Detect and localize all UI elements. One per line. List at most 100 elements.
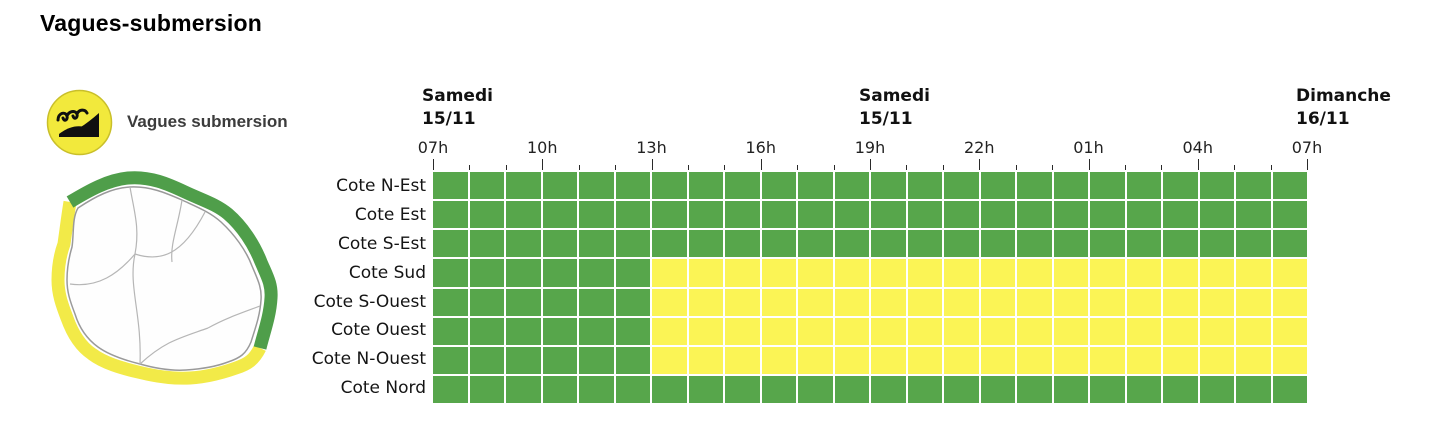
reunion-coast-map bbox=[51, 171, 278, 385]
minor-tick bbox=[505, 165, 507, 170]
grid-cell bbox=[761, 346, 796, 374]
major-tick bbox=[979, 159, 981, 170]
grid-cell bbox=[1053, 172, 1088, 200]
grid-cell bbox=[871, 317, 906, 345]
grid-cell bbox=[980, 317, 1015, 345]
grid-cell bbox=[1163, 259, 1198, 287]
grid-cell bbox=[652, 317, 687, 345]
grid-cell bbox=[1090, 288, 1125, 316]
day-name: Samedi bbox=[422, 86, 493, 106]
grid-cell bbox=[579, 201, 614, 229]
grid-cell bbox=[506, 172, 541, 200]
minor-tick bbox=[615, 165, 617, 170]
grid-cell bbox=[798, 172, 833, 200]
grid-cell bbox=[688, 172, 723, 200]
grid-cell bbox=[469, 172, 504, 200]
grid-cell bbox=[688, 201, 723, 229]
grid-cell bbox=[871, 375, 906, 403]
grid-cell bbox=[1090, 259, 1125, 287]
waves-submersion-icon bbox=[46, 89, 113, 156]
grid-cell bbox=[542, 346, 577, 374]
grid-cell bbox=[1126, 288, 1161, 316]
grid-cell bbox=[542, 375, 577, 403]
grid-cell bbox=[433, 259, 468, 287]
major-tick bbox=[870, 159, 871, 170]
grid-cell bbox=[1163, 346, 1198, 374]
grid-cell bbox=[615, 172, 650, 200]
grid-cell bbox=[871, 201, 906, 229]
grid-cell bbox=[907, 375, 942, 403]
grid-cell bbox=[834, 288, 869, 316]
grid-cell bbox=[798, 201, 833, 229]
grid-cell bbox=[1199, 172, 1234, 200]
grid-cell bbox=[1199, 375, 1234, 403]
grid-cell bbox=[1236, 317, 1271, 345]
grid-cell bbox=[1017, 259, 1052, 287]
grid-cell bbox=[1272, 375, 1307, 403]
grid-cell bbox=[834, 346, 869, 374]
grid-cell bbox=[1272, 230, 1307, 258]
grid-cell bbox=[871, 230, 906, 258]
row-label: Cote Sud bbox=[348, 262, 426, 283]
grid-cell bbox=[980, 288, 1015, 316]
major-tick bbox=[760, 159, 762, 170]
grid-cell bbox=[725, 230, 760, 258]
day-date: 15/11 bbox=[422, 109, 476, 129]
grid-cell bbox=[579, 259, 614, 287]
grid-cell bbox=[1017, 375, 1052, 403]
day-label: Dimanche 16/11 bbox=[1296, 85, 1391, 131]
grid-cell bbox=[1090, 346, 1125, 374]
grid-cell bbox=[1017, 346, 1052, 374]
grid-cell bbox=[506, 201, 541, 229]
minor-tick bbox=[942, 165, 944, 170]
grid-cell bbox=[798, 230, 833, 258]
grid-cell bbox=[907, 172, 942, 200]
hour-label: 10h bbox=[527, 138, 558, 157]
grid-cell bbox=[944, 375, 979, 403]
coast-band-green bbox=[66, 171, 278, 350]
page-title: Vagues-submersion bbox=[40, 10, 262, 36]
grid-cell bbox=[469, 201, 504, 229]
grid-cell bbox=[1126, 201, 1161, 229]
grid-cell bbox=[506, 375, 541, 403]
grid-cell bbox=[1053, 230, 1088, 258]
grid-cell bbox=[1126, 230, 1161, 258]
grid-cell bbox=[1199, 288, 1234, 316]
major-tick bbox=[1307, 159, 1308, 170]
grid-cell bbox=[615, 346, 650, 374]
grid-cell bbox=[725, 201, 760, 229]
grid-cell bbox=[1090, 230, 1125, 258]
grid-cell bbox=[761, 259, 796, 287]
grid-cell bbox=[1236, 201, 1271, 229]
grid-cell bbox=[506, 288, 541, 316]
minor-tick bbox=[1234, 165, 1236, 170]
grid-cell bbox=[907, 288, 942, 316]
grid-cell bbox=[615, 317, 650, 345]
grid-cell bbox=[798, 346, 833, 374]
grid-cell bbox=[579, 375, 614, 403]
grid-cell bbox=[542, 201, 577, 229]
grid-cell bbox=[1163, 375, 1198, 403]
grid-cell bbox=[798, 375, 833, 403]
minor-tick bbox=[1052, 165, 1054, 170]
grid-cell bbox=[834, 259, 869, 287]
grid-cell bbox=[1017, 201, 1052, 229]
grid-cell bbox=[469, 375, 504, 403]
grid-cell bbox=[542, 317, 577, 345]
major-tick bbox=[542, 159, 544, 170]
grid-cell bbox=[761, 375, 796, 403]
row-label: Cote Nord bbox=[340, 378, 426, 399]
grid-cell bbox=[652, 172, 687, 200]
grid-cell bbox=[433, 346, 468, 374]
grid-cell bbox=[506, 230, 541, 258]
grid-cell bbox=[761, 230, 796, 258]
grid-cell bbox=[469, 230, 504, 258]
grid-cell bbox=[1090, 172, 1125, 200]
grid-cell bbox=[871, 259, 906, 287]
grid-cell bbox=[652, 346, 687, 374]
grid-cell bbox=[1126, 346, 1161, 374]
day-name: Dimanche bbox=[1296, 86, 1391, 106]
island-outline bbox=[66, 186, 262, 371]
grid-cell bbox=[469, 288, 504, 316]
grid-cell bbox=[1163, 230, 1198, 258]
